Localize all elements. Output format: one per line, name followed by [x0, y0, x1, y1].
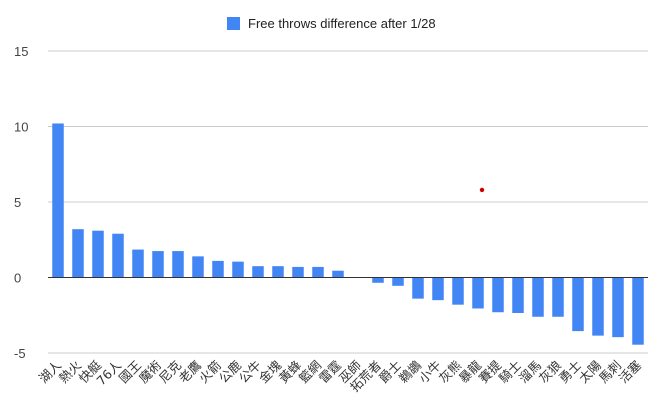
bar	[272, 266, 284, 278]
annotation	[479, 187, 485, 193]
x-axis-labels: 湖人熱火快艇76人國王魔術尼克老鷹火箭公鹿公牛金塊黃蜂籃網雷霆巫師拓荒者爵士鵜鶘…	[36, 357, 645, 394]
bar	[572, 277, 584, 332]
bar	[112, 233, 124, 278]
y-tick-label: -5	[14, 346, 26, 361]
gridlines	[48, 50, 648, 354]
bar	[72, 229, 84, 278]
y-tick-label: 10	[14, 120, 28, 135]
legend-swatch	[227, 17, 240, 30]
bar	[332, 270, 344, 278]
bar	[492, 277, 504, 313]
y-axis-ticks: -5 0 5 10 15	[14, 44, 28, 361]
bar	[212, 260, 224, 278]
bar	[52, 123, 64, 278]
bar	[532, 277, 544, 317]
bar	[632, 277, 644, 345]
bar	[292, 266, 304, 278]
bar	[612, 277, 624, 338]
bar	[312, 266, 324, 278]
x-tick-label: 活塞	[616, 357, 645, 386]
bar	[472, 277, 484, 309]
bar	[412, 277, 424, 299]
bar	[152, 251, 164, 278]
bar	[132, 249, 144, 278]
bar	[232, 261, 244, 278]
legend-label: Free throws difference after 1/28	[248, 16, 436, 31]
bar	[392, 277, 404, 286]
y-tick-label: 0	[14, 271, 21, 286]
bars	[52, 123, 644, 345]
bar	[252, 266, 264, 278]
bar	[192, 256, 204, 278]
annotation-dot	[479, 187, 485, 193]
y-tick-label: 5	[14, 195, 21, 210]
bar	[592, 277, 604, 336]
y-tick-label: 15	[14, 44, 28, 59]
bar	[552, 277, 564, 317]
bar	[512, 277, 524, 313]
bar	[452, 277, 464, 305]
bar	[172, 251, 184, 278]
bar	[432, 277, 444, 301]
bar	[372, 277, 384, 283]
legend: Free throws difference after 1/28	[227, 16, 436, 31]
bar	[92, 230, 104, 278]
